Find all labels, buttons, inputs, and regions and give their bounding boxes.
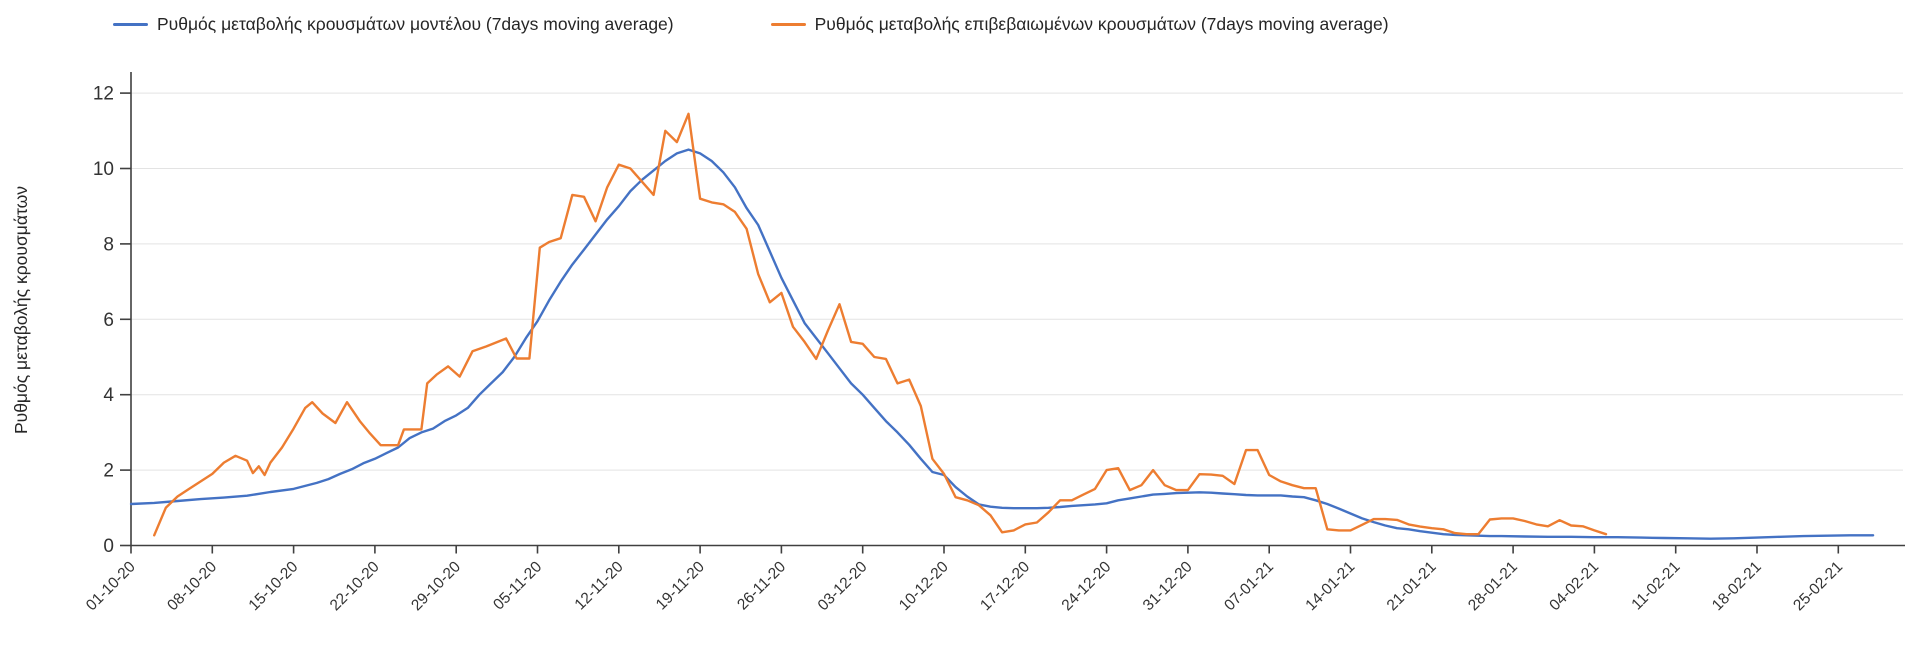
y-tick-label: 2 — [103, 461, 114, 482]
y-tick-label: 0 — [103, 536, 114, 557]
y-tick-label: 10 — [93, 159, 114, 180]
legend-label-confirmed: Ρυθμός μεταβολής επιβεβαιωμένων κρουσμάτ… — [814, 14, 1389, 34]
x-tick-label: 07-01-21 — [1221, 558, 1277, 614]
legend-item-confirmed[interactable]: Ρυθμός μεταβολής επιβεβαιωμένων κρουσμάτ… — [770, 14, 1389, 35]
legend-label-model: Ρυθμός μεταβολής κρουσμάτων μοντέλου (7d… — [157, 14, 674, 34]
x-tick-label: 10-12-20 — [896, 558, 952, 614]
x-tick-label: 05-11-20 — [490, 558, 545, 613]
y-tick-label: 8 — [103, 234, 114, 255]
model-series-line — [129, 148, 1875, 540]
legend: Ρυθμός μεταβολής κρουσμάτων μοντέλου (7d… — [113, 14, 1389, 35]
x-tick-label: 18-02-21 — [1709, 558, 1765, 614]
confirmed-series-line — [152, 112, 1608, 537]
x-tick-label: 24-12-20 — [1059, 558, 1115, 614]
x-tick-label: 01-10-20 — [83, 558, 139, 614]
x-tick-label: 22-10-20 — [327, 558, 383, 614]
x-tick-label: 31-12-20 — [1140, 558, 1196, 614]
x-tick-label: 12-11-20 — [572, 558, 627, 613]
x-tick-label: 08-10-20 — [164, 558, 220, 614]
model-series-swatch — [113, 23, 148, 26]
y-tick-label: 6 — [103, 310, 114, 331]
legend-item-model[interactable]: Ρυθμός μεταβολής κρουσμάτων μοντέλου (7d… — [113, 14, 674, 35]
x-tick-label: 29-10-20 — [408, 558, 464, 614]
x-tick-label: 14-01-21 — [1302, 558, 1358, 614]
x-tick-label: 19-11-20 — [653, 558, 708, 613]
x-tick-label: 26-11-20 — [734, 558, 789, 613]
confirmed-series-swatch — [770, 23, 806, 26]
y-tick-label: 12 — [93, 84, 114, 105]
x-tick-label: 15-10-20 — [246, 558, 302, 614]
y-axis-title: Ρυθμός μεταβολής κρουσμάτων — [11, 80, 33, 540]
y-axis-title-text: Ρυθμός μεταβολής κρουσμάτων — [11, 185, 31, 435]
x-tick-label: 28-01-21 — [1465, 558, 1521, 614]
y-tick-label: 4 — [103, 385, 114, 406]
x-tick-label: 21-01-21 — [1384, 558, 1440, 614]
x-tick-label: 17-12-20 — [977, 558, 1033, 614]
x-tick-label: 11-02-21 — [1628, 558, 1683, 613]
x-tick-label: 04-02-21 — [1546, 558, 1602, 614]
x-tick-label: 25-02-21 — [1790, 558, 1846, 614]
x-tick-label: 03-12-20 — [815, 558, 871, 614]
